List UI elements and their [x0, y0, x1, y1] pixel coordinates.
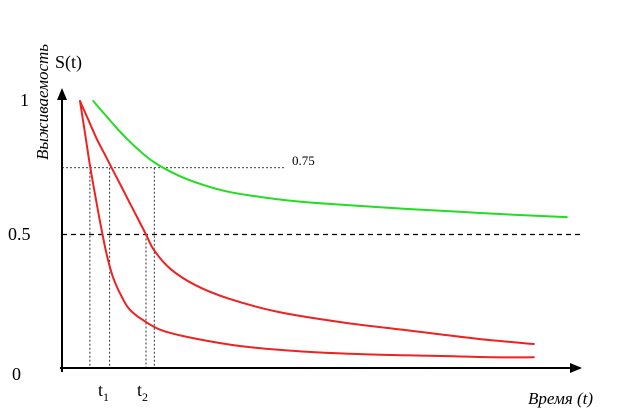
y-axis-label: S(t)	[55, 52, 82, 73]
series-line-1	[79, 100, 535, 345]
reference-lines	[62, 167, 580, 236]
y-tick-1: 1	[20, 90, 29, 110]
x-axis-label: Время (t)	[528, 389, 593, 408]
y-tick-0-5: 0.5	[8, 224, 31, 244]
x-tick-t2: t2	[137, 380, 148, 404]
series-lines	[79, 100, 568, 359]
y-side-label: Выживаемость	[33, 44, 52, 160]
series-line-2	[79, 100, 535, 359]
guide-lines	[89, 167, 155, 368]
series-line-0	[92, 100, 568, 219]
y-tick-0: 0	[12, 364, 21, 384]
ref-label-0-75: 0.75	[292, 153, 315, 168]
x-tick-t1: t1	[98, 380, 109, 404]
